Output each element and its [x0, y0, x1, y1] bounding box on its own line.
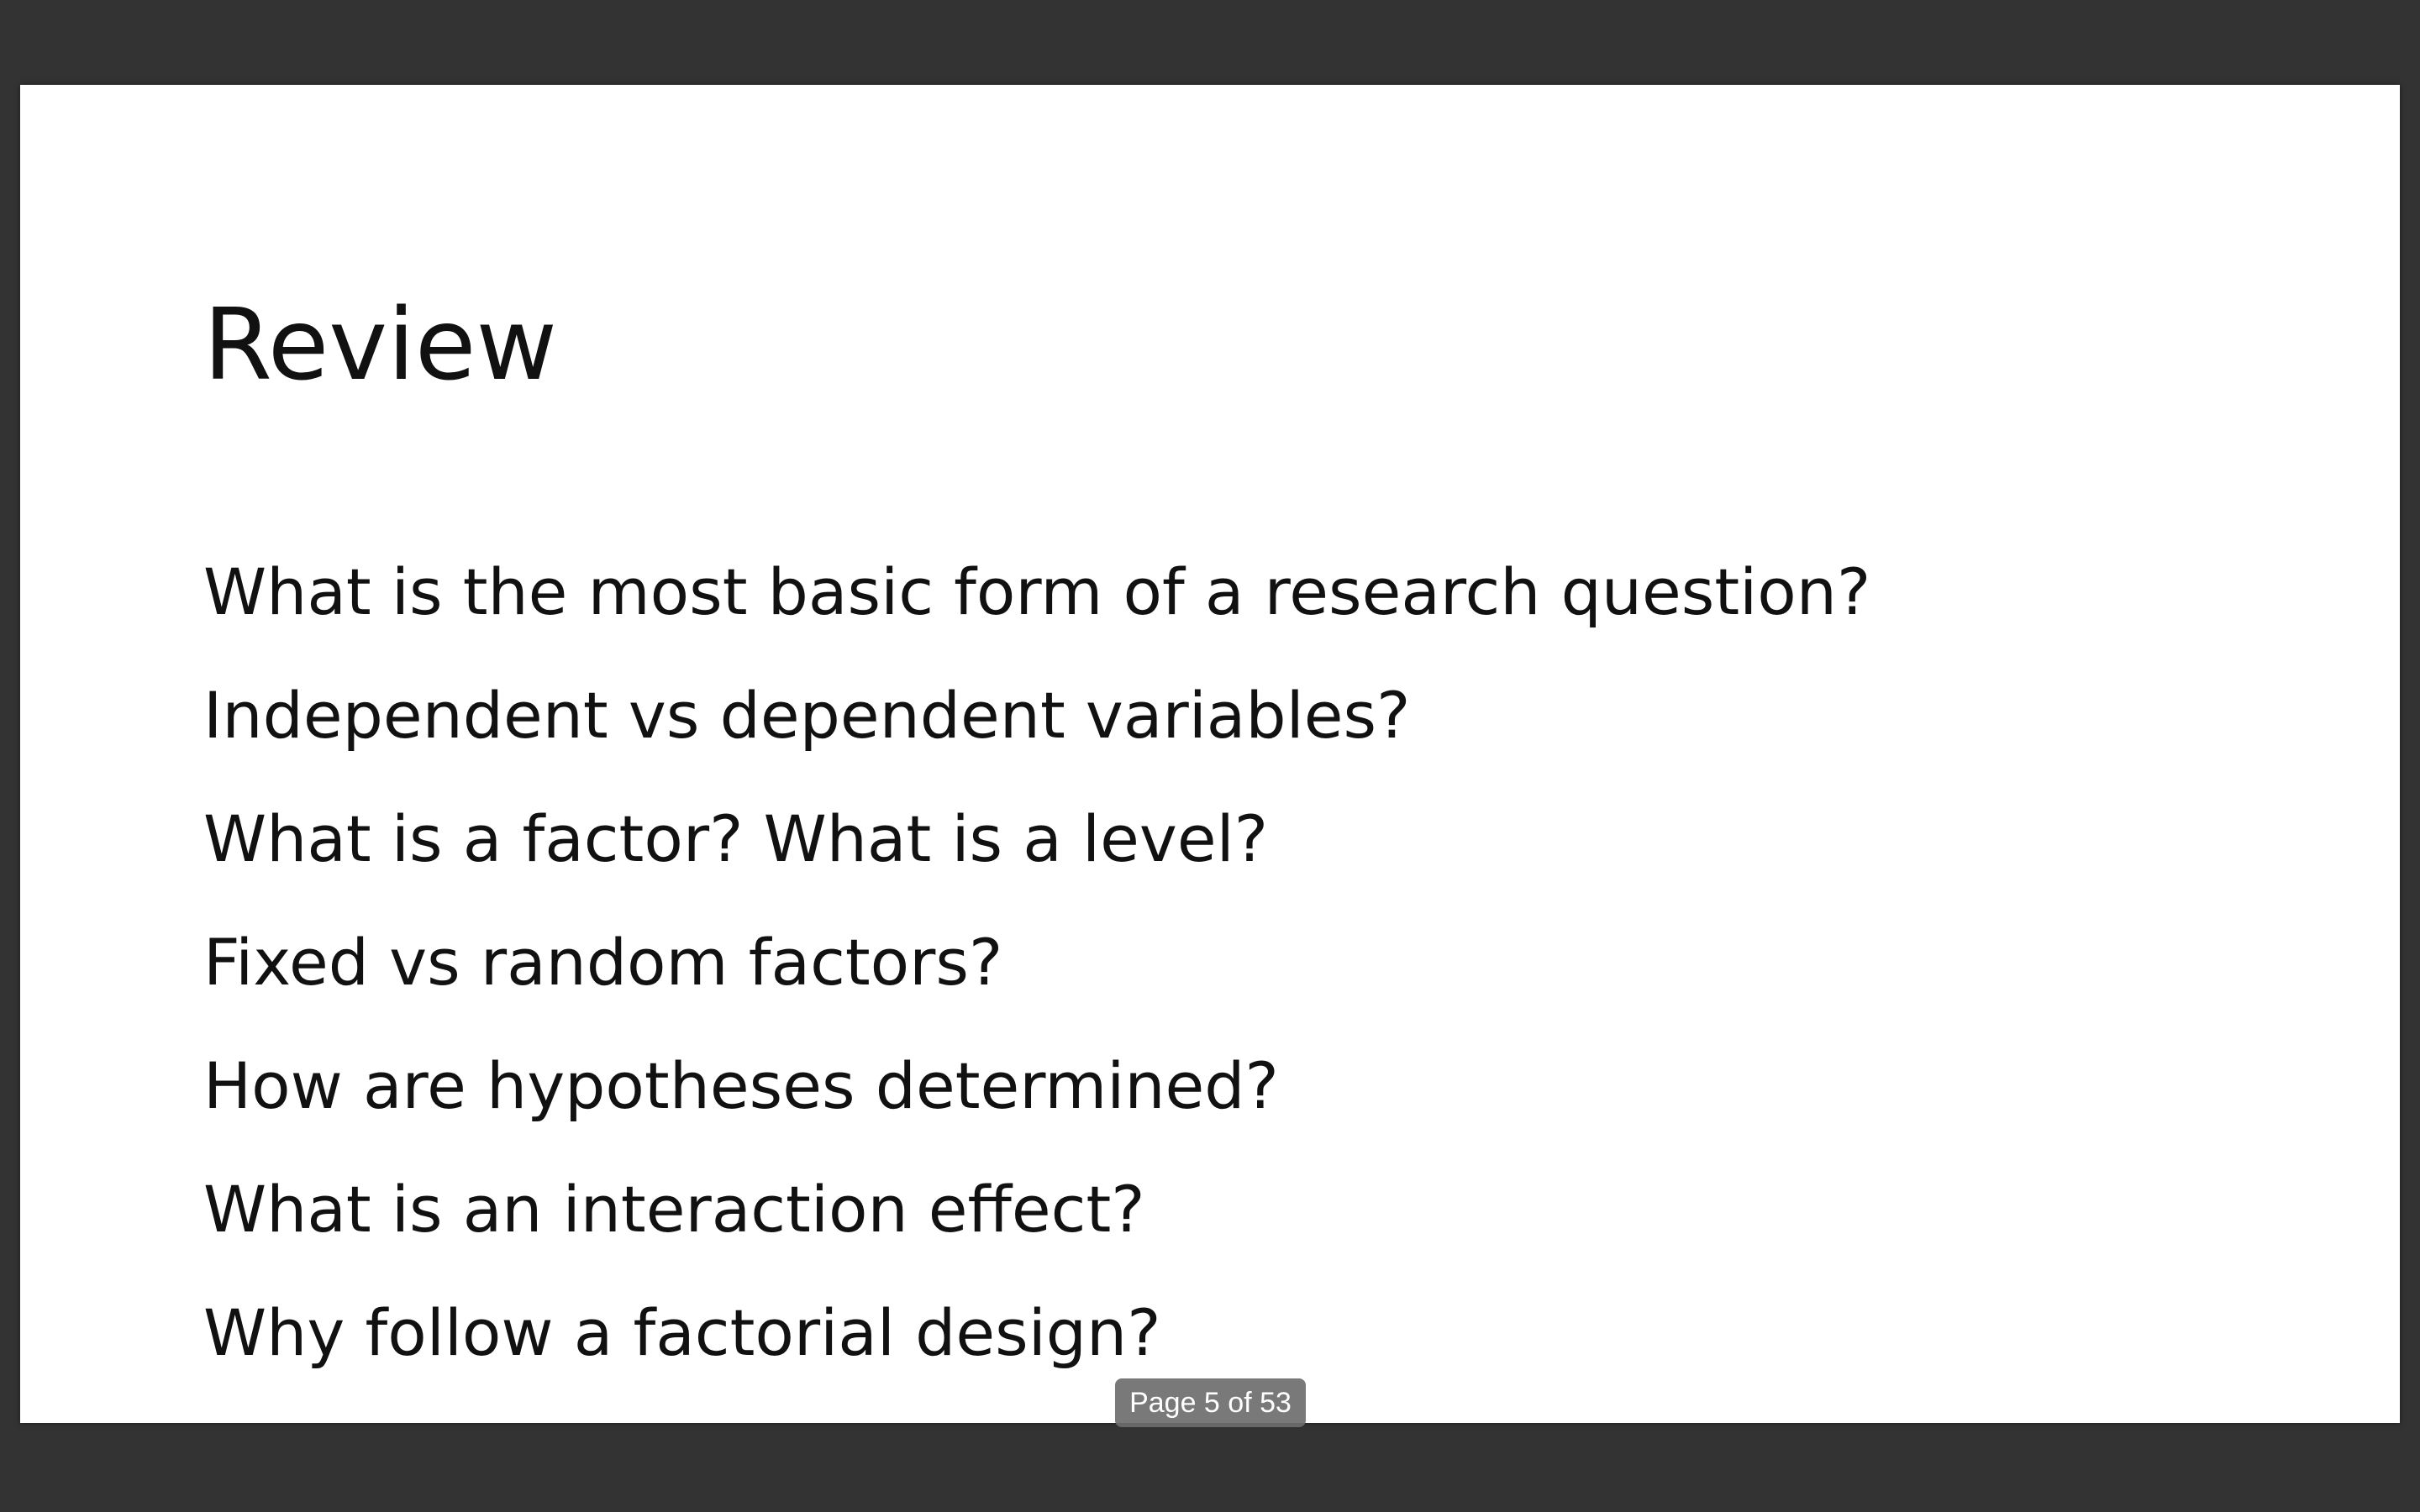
- slide-bullet: Independent vs dependent variables?: [203, 678, 1411, 753]
- slide-bullet-list: What is the most basic form of a researc…: [203, 530, 1870, 1394]
- slide-bullet: What is a factor? What is a level?: [203, 801, 1269, 876]
- slide-page: Review What is the most basic form of a …: [20, 85, 2400, 1423]
- slide-title: Review: [203, 286, 558, 402]
- slide-bullet: Why follow a factorial design?: [203, 1295, 1161, 1370]
- slide-bullet: Fixed vs random factors?: [203, 925, 1003, 1000]
- page-indicator: Page 5 of 53: [1115, 1378, 1306, 1427]
- slide-bullet: What is an interaction effect?: [203, 1172, 1145, 1247]
- slide-bullet: How are hypotheses determined?: [203, 1048, 1279, 1123]
- slide-bullet: What is the most basic form of a researc…: [203, 554, 1871, 629]
